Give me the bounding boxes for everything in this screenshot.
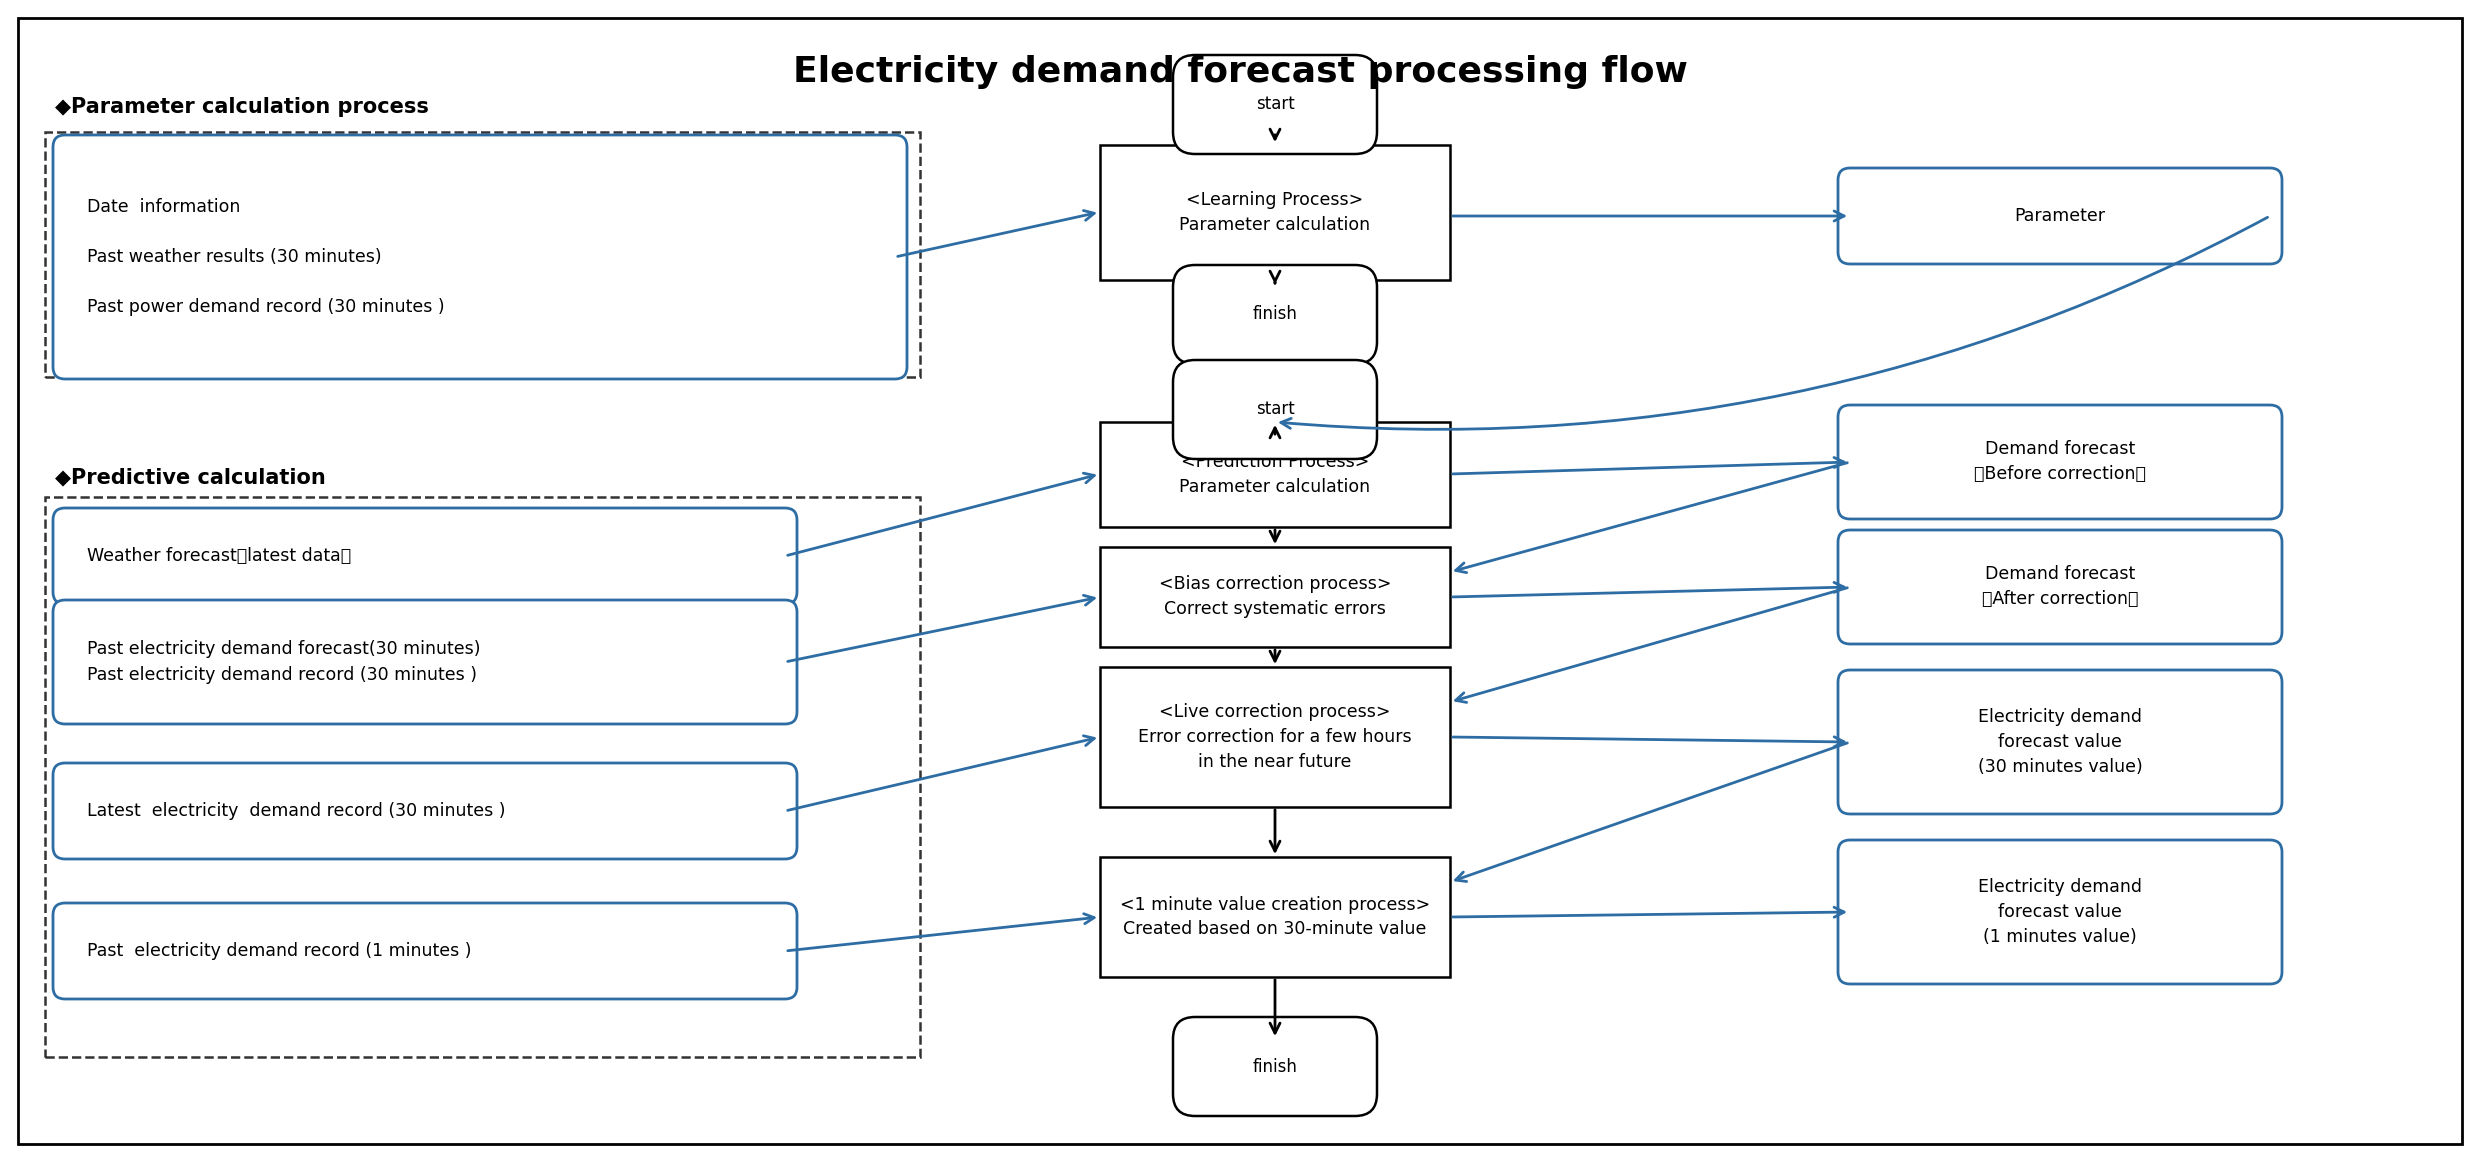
FancyBboxPatch shape	[1838, 406, 2282, 519]
FancyBboxPatch shape	[52, 600, 796, 724]
FancyBboxPatch shape	[1101, 145, 1451, 280]
Text: Latest  electricity  demand record (30 minutes ): Latest electricity demand record (30 min…	[87, 802, 506, 820]
FancyBboxPatch shape	[52, 903, 796, 999]
FancyBboxPatch shape	[1838, 840, 2282, 984]
Text: Electricity demand
forecast value
(1 minutes value): Electricity demand forecast value (1 min…	[1979, 878, 2143, 946]
Text: Electricity demand
forecast value
(30 minutes value): Electricity demand forecast value (30 mi…	[1977, 708, 2143, 776]
FancyBboxPatch shape	[1101, 858, 1451, 977]
Text: <Bias correction process>
Correct systematic errors: <Bias correction process> Correct system…	[1158, 575, 1391, 618]
Text: Electricity demand forecast processing flow: Electricity demand forecast processing f…	[794, 55, 1686, 89]
FancyBboxPatch shape	[1838, 530, 2282, 644]
FancyBboxPatch shape	[1173, 1017, 1376, 1116]
Text: <1 minute value creation process>
Created based on 30-minute value: <1 minute value creation process> Create…	[1121, 896, 1431, 939]
Text: Date  information

Past weather results (30 minutes)

Past power demand record (: Date information Past weather results (3…	[87, 198, 444, 316]
FancyBboxPatch shape	[1173, 265, 1376, 364]
FancyBboxPatch shape	[1838, 168, 2282, 264]
FancyBboxPatch shape	[52, 763, 796, 859]
FancyBboxPatch shape	[1173, 360, 1376, 459]
FancyBboxPatch shape	[1838, 670, 2282, 815]
FancyBboxPatch shape	[52, 135, 908, 379]
Text: start: start	[1255, 95, 1295, 114]
FancyBboxPatch shape	[1101, 422, 1451, 528]
Text: Demand forecast
（After correction）: Demand forecast （After correction）	[1982, 566, 2138, 609]
Text: finish: finish	[1252, 306, 1297, 323]
FancyBboxPatch shape	[17, 17, 2463, 1145]
Text: Parameter: Parameter	[2014, 207, 2106, 225]
Text: ◆Predictive calculation: ◆Predictive calculation	[55, 467, 325, 487]
FancyBboxPatch shape	[1101, 547, 1451, 647]
Text: Demand forecast
（Before correction）: Demand forecast （Before correction）	[1974, 440, 2145, 483]
FancyBboxPatch shape	[52, 508, 796, 604]
Text: ◆Parameter calculation process: ◆Parameter calculation process	[55, 96, 429, 117]
Text: finish: finish	[1252, 1057, 1297, 1076]
FancyBboxPatch shape	[1173, 55, 1376, 155]
Text: Past  electricity demand record (1 minutes ): Past electricity demand record (1 minute…	[87, 942, 471, 960]
Text: Past electricity demand forecast(30 minutes)
Past electricity demand record (30 : Past electricity demand forecast(30 minu…	[87, 640, 481, 683]
FancyBboxPatch shape	[1101, 667, 1451, 806]
Text: <Learning Process>
Parameter calculation: <Learning Process> Parameter calculation	[1180, 191, 1371, 234]
Text: <Prediction Process>
Parameter calculation: <Prediction Process> Parameter calculati…	[1180, 453, 1371, 496]
Text: Weather forecast（latest data）: Weather forecast（latest data）	[87, 547, 352, 565]
Text: <Live correction process>
Error correction for a few hours
in the near future: <Live correction process> Error correcti…	[1138, 703, 1411, 772]
Text: start: start	[1255, 401, 1295, 418]
